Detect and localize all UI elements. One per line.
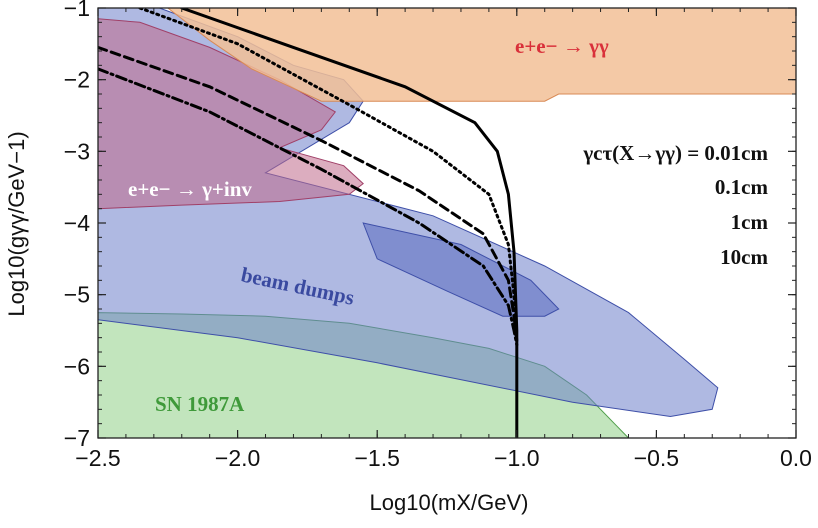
y-tick-label-6: −7 [64, 425, 90, 451]
y-tick-label-0: −1 [64, 0, 90, 21]
ticks-layer: −2.5 −2.0 −1.5 −1.0 −0.5 0.0 −1 −2 −3 −4 −5 −6 −7 [64, 0, 812, 471]
region-label-ee-inv: e+e− → γ+inv [128, 177, 252, 201]
region-3 [98, 18, 364, 210]
regions-layer [98, 8, 796, 438]
lifetime-label-1: 0.1cm [715, 175, 769, 199]
x-axis-label: Log10(mX/GeV) [370, 490, 529, 515]
lifetime-label-0: γcτ(X→γγ) = 0.01cm [582, 141, 768, 165]
x-tick-label-5: 0.0 [780, 445, 812, 471]
y-tick-label-5: −6 [64, 353, 90, 379]
region-4 [166, 8, 796, 102]
lifetime-curve-3 [98, 67, 519, 347]
x-tick-label-0: −2.5 [75, 445, 120, 471]
y-tick-label-2: −3 [64, 138, 90, 164]
x-tick-label-1: −2.0 [215, 445, 260, 471]
region-label-ee-gg: e+e− → γγ [515, 34, 609, 58]
lifetime-curves-layer [98, 8, 519, 438]
lifetime-label-3: 10cm [720, 245, 768, 269]
x-tick-label-2: −1.5 [354, 445, 399, 471]
x-tick-label-3: −1.0 [494, 445, 539, 471]
y-tick-label-3: −4 [64, 210, 90, 236]
y-tick-label-1: −2 [64, 67, 90, 93]
x-tick-label-4: −0.5 [634, 445, 679, 471]
lifetime-curve-2 [98, 45, 519, 343]
y-axis-label: Log10(gγγ/GeV−1) [4, 131, 29, 316]
lifetime-label-2: 1cm [731, 210, 769, 234]
region-label-sn1987a: SN 1987A [155, 392, 245, 416]
lifetime-curve-1 [138, 8, 519, 343]
y-tick-label-4: −5 [64, 282, 90, 308]
